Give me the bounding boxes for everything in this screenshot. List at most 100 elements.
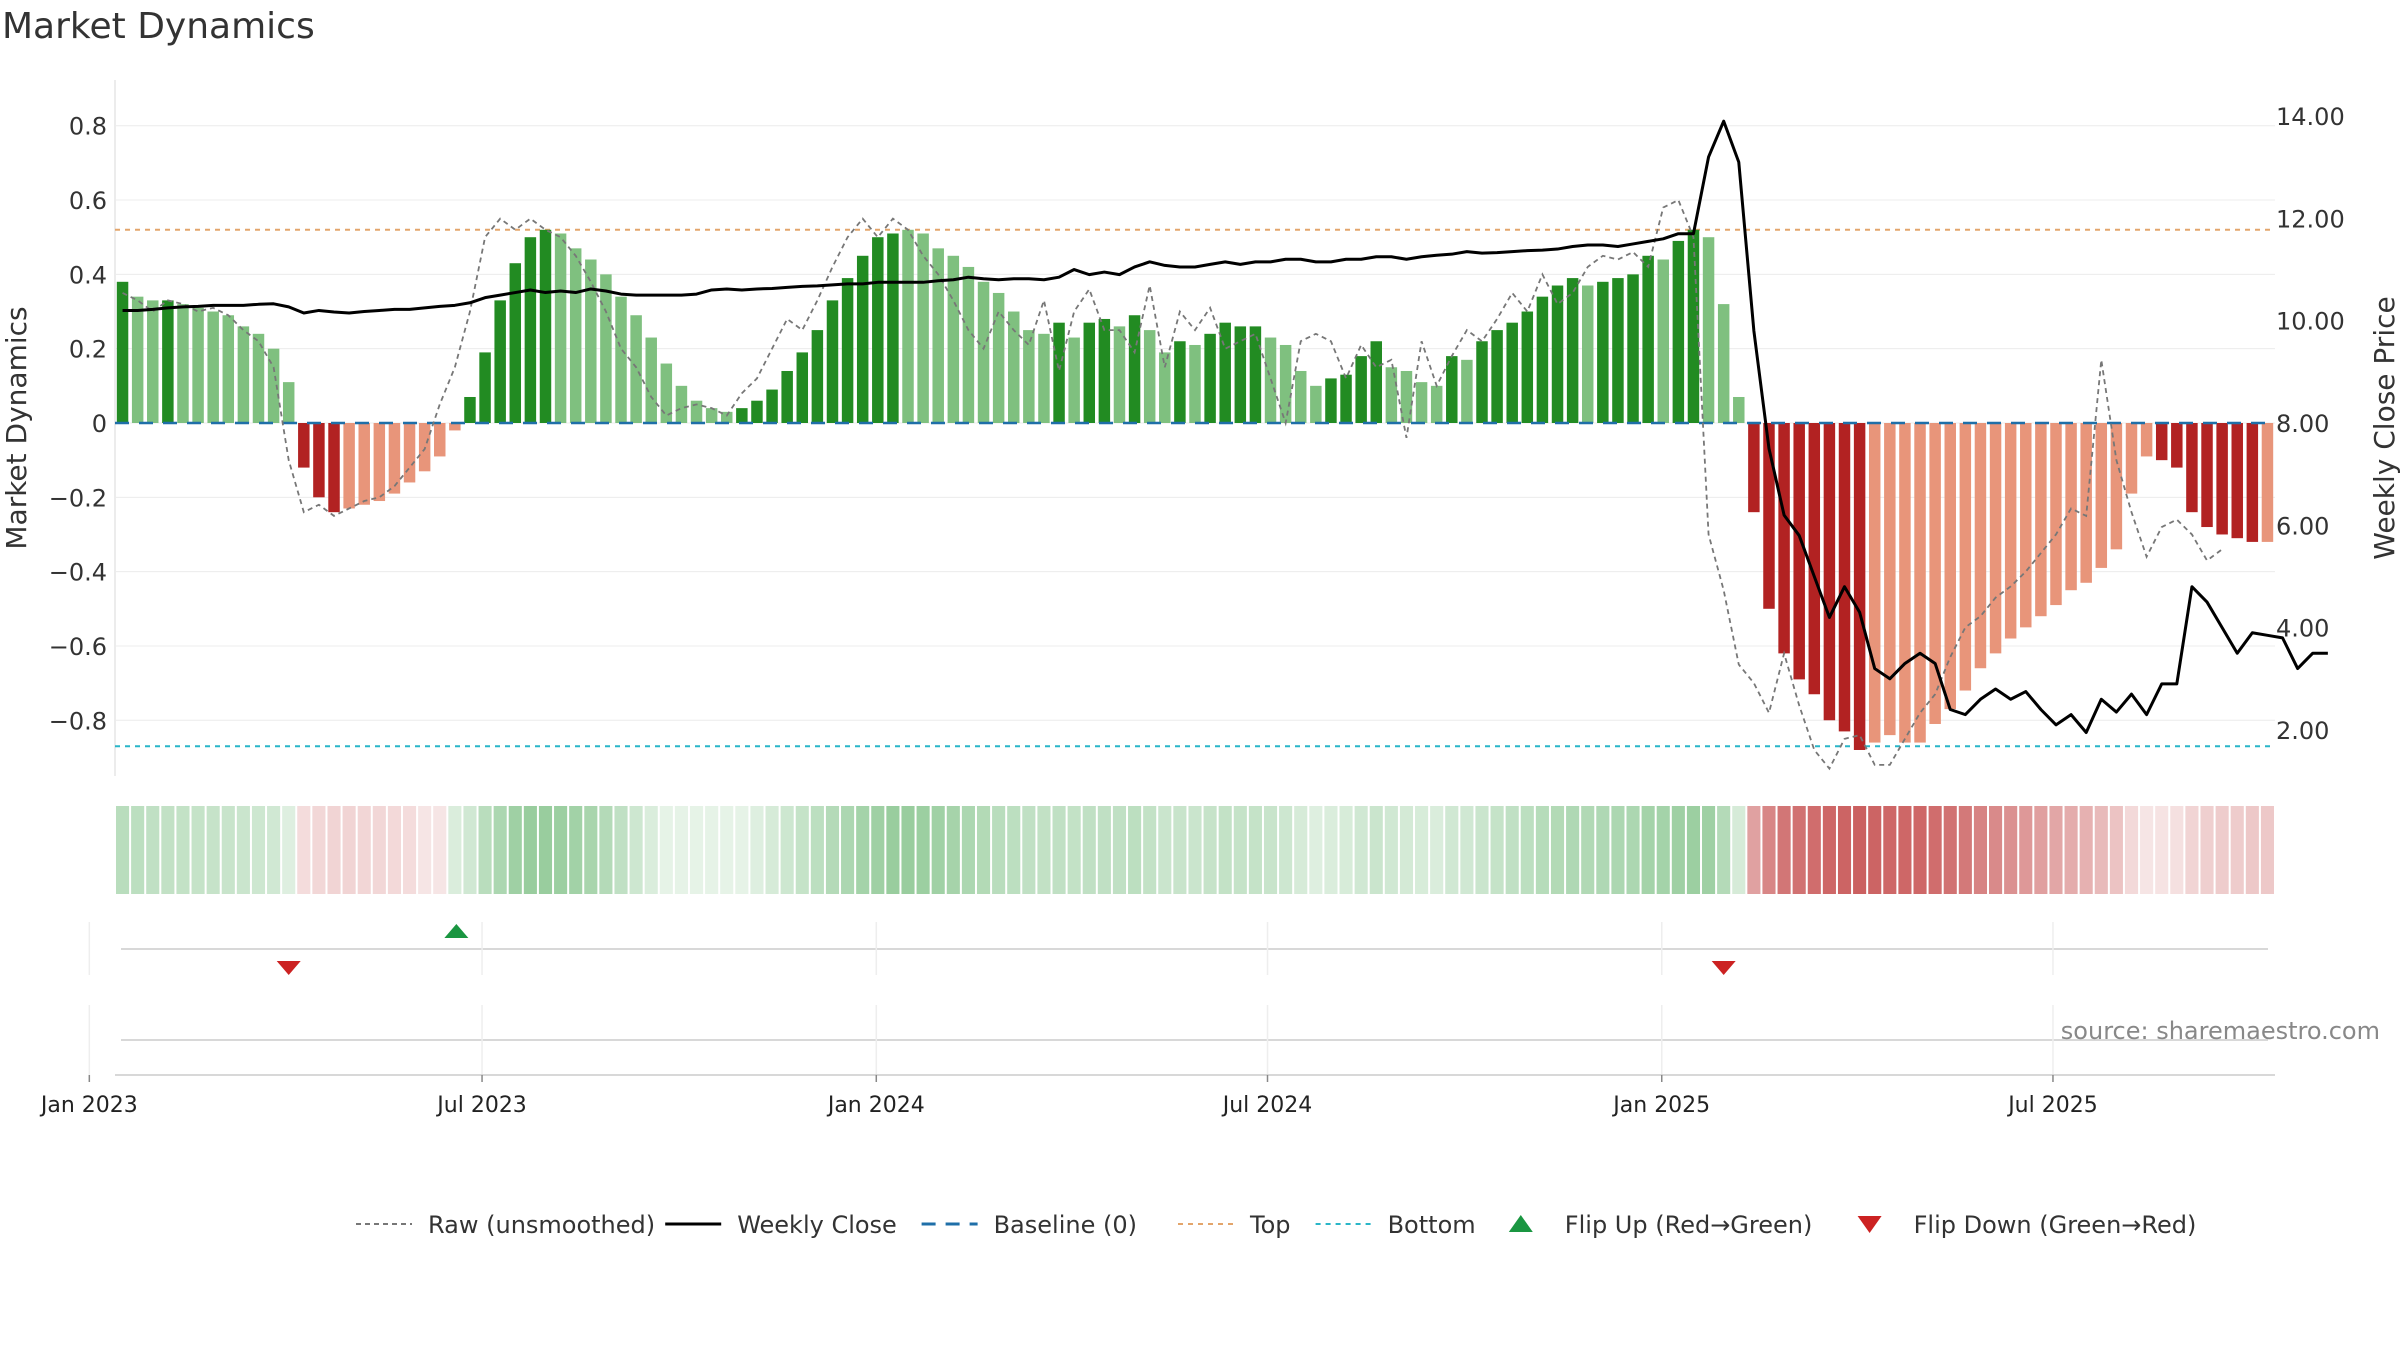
heat-cell: [1067, 806, 1081, 894]
heat-cell: [569, 806, 583, 894]
heat-cell: [1112, 806, 1127, 894]
heat-cell: [297, 806, 311, 894]
y2-tick-label: 8.00: [2276, 410, 2329, 438]
heat-cell: [2004, 806, 2018, 894]
heat-cell: [1928, 806, 1942, 894]
heat-cell: [236, 806, 250, 894]
heat-cell: [901, 806, 915, 894]
bar: [237, 326, 250, 423]
bar: [1310, 385, 1322, 423]
bar: [358, 423, 370, 505]
legend-item-raw: Raw (unsmoothed): [356, 1211, 655, 1239]
heat-cell: [1460, 806, 1474, 894]
bar: [2261, 423, 2274, 542]
raw-series-line: [122, 198, 2223, 771]
x-tick-label: Jan 2024: [826, 1093, 925, 1118]
heat-cell: [342, 806, 356, 894]
heat-cell: [871, 806, 885, 894]
heat-cell: [554, 806, 568, 894]
heat-cell: [1656, 806, 1670, 894]
y-tick-label: 0: [92, 410, 107, 438]
bar: [932, 248, 944, 423]
bar: [1853, 423, 1866, 750]
bar: [1899, 423, 1911, 743]
bar: [615, 296, 627, 423]
heat-cell: [1173, 806, 1187, 894]
heat-cell: [629, 806, 643, 894]
heat-cell: [206, 806, 220, 894]
bar: [2004, 423, 2017, 639]
heat-cell: [992, 806, 1006, 894]
heat-cell: [916, 806, 930, 894]
bar: [1823, 423, 1836, 721]
y2-tick-label: 14.00: [2276, 103, 2345, 131]
bar: [1808, 423, 1821, 695]
legend-item-close: Weekly Close: [665, 1211, 897, 1239]
x-tick-label: Jul 2023: [435, 1093, 527, 1118]
x-tick-label: Jul 2024: [1221, 1093, 1313, 1118]
heat-cell: [689, 806, 704, 894]
bar: [1868, 423, 1881, 743]
bar: [343, 423, 355, 509]
bar: [1053, 322, 1065, 423]
bar: [1476, 341, 1488, 423]
y-tick-label: −0.8: [49, 707, 107, 735]
heat-cell: [2064, 806, 2078, 894]
bar: [1159, 352, 1171, 423]
bar: [872, 237, 884, 423]
heat-cell: [508, 806, 522, 894]
bar: [826, 300, 839, 423]
heat-cell: [1143, 806, 1157, 894]
bar: [1083, 322, 1096, 423]
bar: [1098, 318, 1111, 423]
heat-cell: [2034, 806, 2048, 894]
bar: [1597, 281, 1609, 423]
bar: [766, 389, 778, 423]
y-tick-label: 0.8: [69, 113, 107, 141]
heat-cell: [1641, 806, 1655, 894]
heat-cell: [176, 806, 190, 894]
bar: [328, 423, 340, 513]
bar: [1430, 385, 1443, 423]
heat-cell: [146, 806, 160, 894]
bar: [1989, 423, 2002, 654]
heat-cell: [312, 806, 326, 894]
bar: [1189, 344, 1201, 423]
y-tick-label: 0.4: [69, 261, 107, 289]
heat-cell: [1505, 806, 1519, 894]
heat-cell: [2260, 806, 2274, 894]
heat-cell: [523, 806, 537, 894]
bar: [887, 233, 899, 423]
bar: [162, 300, 174, 423]
bar: [1008, 311, 1020, 423]
bar: [1204, 333, 1216, 423]
heat-cell: [1566, 806, 1580, 894]
bar: [977, 281, 990, 423]
heat-cell: [1354, 806, 1368, 894]
heat-cell: [1415, 806, 1429, 894]
y-tick-label: −0.6: [49, 633, 107, 661]
bar: [1929, 423, 1941, 724]
heat-cell: [584, 806, 598, 894]
heat-cell: [1777, 806, 1791, 894]
weekly-close-line: [122, 119, 2328, 735]
bar: [1793, 423, 1805, 680]
heat-cell: [1294, 806, 1308, 894]
heat-cell: [1007, 806, 1021, 894]
heat-cell: [1958, 806, 1972, 894]
heat-cell: [282, 806, 296, 894]
bar: [630, 315, 642, 423]
heat-cell: [1853, 806, 1867, 894]
heat-cell: [2094, 806, 2108, 894]
bar: [645, 337, 657, 423]
legend-swatch: [1857, 1216, 1882, 1233]
axes-layer: 0.8 0.6 0.4 0.2 0 −0.2 −0.4 −0.6 −0.8 14.00 12.00 1…: [49, 103, 2345, 745]
bar: [1959, 423, 1972, 691]
legend-item-baseline: Baseline (0): [921, 1211, 1137, 1239]
bar: [1370, 341, 1382, 423]
heat-cell: [2230, 806, 2244, 894]
heat-cell: [402, 806, 417, 894]
x-axis: Jan 2023 Jul 2023 Jan 2024 Jul 2024 Jan 2025…: [39, 1074, 2275, 1118]
bar: [1521, 311, 1534, 423]
